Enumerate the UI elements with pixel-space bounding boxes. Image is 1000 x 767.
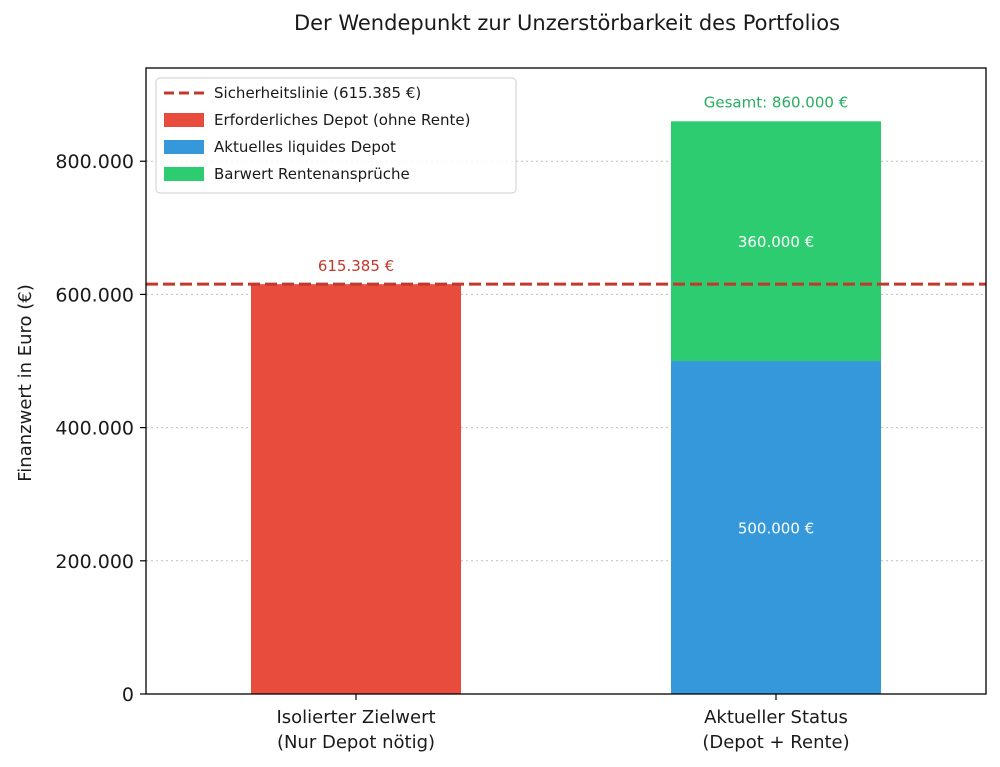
legend-label: Erforderliches Depot (ohne Rente): [214, 111, 470, 129]
y-tick-label: 400.000: [55, 418, 134, 440]
legend-swatch: [164, 113, 204, 127]
x-tick-label: Isolierter Zielwert: [276, 707, 435, 728]
y-tick-label: 600.000: [55, 284, 134, 306]
y-tick-label: 0: [122, 684, 134, 706]
total-label: Gesamt: 860.000 €: [704, 93, 849, 111]
bars: [251, 121, 881, 694]
y-axis-label: Finanzwert in Euro (€): [15, 284, 36, 481]
legend-label: Aktuelles liquides Depot: [214, 138, 396, 156]
legend-swatch: [164, 167, 204, 181]
plot-frame: [145, 67, 987, 695]
legend-label: Barwert Rentenansprüche: [214, 165, 410, 183]
bar: [251, 284, 461, 694]
data-label: 500.000 €: [738, 520, 814, 538]
data-labels: 615.385 € 500.000 € 360.000 € Gesamt: 860.0…: [318, 93, 848, 537]
y-tick-label: 800.000: [55, 151, 134, 173]
legend-box: [155, 77, 517, 194]
bar: [671, 361, 881, 694]
data-label: 615.385 €: [318, 257, 394, 275]
axes: 0 200.000 400.000 600.000 800.000 Isolierter …: [55, 151, 849, 753]
bar: [671, 121, 881, 362]
y-tick-label: 200.000: [55, 551, 134, 573]
x-tick-label: Aktueller Status: [704, 707, 848, 728]
legend: Sicherheitslinie (615.385 €) Erforderlich…: [155, 77, 517, 194]
legend-label: Sicherheitslinie (615.385 €): [214, 84, 421, 102]
legend-swatch: [164, 140, 204, 154]
x-tick-label: (Nur Depot nötig): [277, 732, 435, 753]
chart-title: Der Wendepunkt zur Unzerstörbarkeit des …: [294, 11, 840, 35]
data-label: 360.000 €: [738, 233, 814, 251]
x-tick-label: (Depot + Rente): [702, 732, 849, 753]
